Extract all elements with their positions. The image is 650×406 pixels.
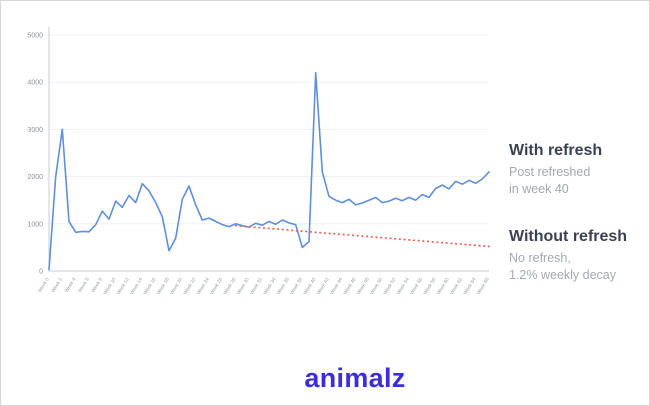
svg-text:Week 60: Week 60 xyxy=(436,277,451,296)
without-refresh-desc-line1: No refresh, xyxy=(509,251,571,265)
svg-text:Week 42: Week 42 xyxy=(316,277,331,296)
svg-text:Week 46: Week 46 xyxy=(342,277,357,296)
svg-text:1000: 1000 xyxy=(27,221,43,228)
svg-text:Week 38: Week 38 xyxy=(289,277,304,296)
annotation-with-refresh: With refresh Post refreshed in week 40 xyxy=(509,142,644,197)
svg-text:Week 44: Week 44 xyxy=(329,277,344,296)
svg-text:Week 50: Week 50 xyxy=(369,277,384,296)
svg-text:Week 4: Week 4 xyxy=(64,277,78,294)
svg-text:Week 6: Week 6 xyxy=(77,277,91,294)
animalz-logo: animalz xyxy=(304,363,406,393)
svg-text:Week 8: Week 8 xyxy=(90,277,104,294)
svg-text:Week 58: Week 58 xyxy=(422,277,437,296)
svg-text:Week 54: Week 54 xyxy=(396,277,411,296)
without-refresh-title: Without refresh xyxy=(509,228,628,245)
svg-text:Week 56: Week 56 xyxy=(409,277,424,296)
svg-text:Week 30: Week 30 xyxy=(236,277,251,296)
svg-text:Week 36: Week 36 xyxy=(276,277,291,296)
with-refresh-desc-line2: in week 40 xyxy=(509,181,569,196)
svg-text:Week 52: Week 52 xyxy=(382,277,397,296)
svg-text:Week 18: Week 18 xyxy=(156,277,171,296)
svg-text:4000: 4000 xyxy=(27,80,43,87)
svg-text:2000: 2000 xyxy=(27,174,43,181)
svg-text:Week 22: Week 22 xyxy=(182,277,197,296)
svg-text:Week 64: Week 64 xyxy=(462,277,477,296)
svg-text:0: 0 xyxy=(39,269,43,276)
svg-text:Week 34: Week 34 xyxy=(262,277,277,296)
svg-text:Week 32: Week 32 xyxy=(249,277,264,296)
svg-text:Week 10: Week 10 xyxy=(102,277,117,296)
svg-text:Week 24: Week 24 xyxy=(196,277,211,296)
svg-text:Week 26: Week 26 xyxy=(209,277,224,296)
annotation-without-refresh: Without refresh No refresh, 1.2% weekly … xyxy=(509,228,644,283)
svg-text:3000: 3000 xyxy=(27,127,43,134)
svg-text:Week 16: Week 16 xyxy=(142,277,157,296)
svg-text:Week 48: Week 48 xyxy=(356,277,371,296)
svg-text:Week 66: Week 66 xyxy=(476,277,491,296)
without-refresh-desc-line2: 1.2% weekly decay xyxy=(509,267,617,282)
svg-text:Week 2: Week 2 xyxy=(50,277,64,294)
svg-text:Week 12: Week 12 xyxy=(116,277,131,296)
svg-text:Week 62: Week 62 xyxy=(449,277,464,296)
svg-text:Week 20: Week 20 xyxy=(169,277,184,296)
svg-text:Week 14: Week 14 xyxy=(129,277,144,296)
svg-text:Week 0: Week 0 xyxy=(37,277,51,294)
with-refresh-title: With refresh xyxy=(509,142,603,159)
svg-text:5000: 5000 xyxy=(27,33,43,40)
svg-text:Week 40: Week 40 xyxy=(302,277,317,296)
svg-text:Week 28: Week 28 xyxy=(222,277,237,296)
with-refresh-desc-line1: Post refreshed xyxy=(509,165,591,179)
